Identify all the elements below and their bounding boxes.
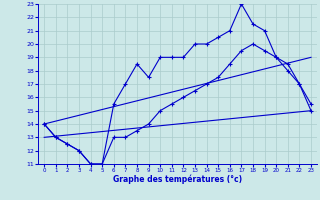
X-axis label: Graphe des températures (°c): Graphe des températures (°c): [113, 175, 242, 184]
